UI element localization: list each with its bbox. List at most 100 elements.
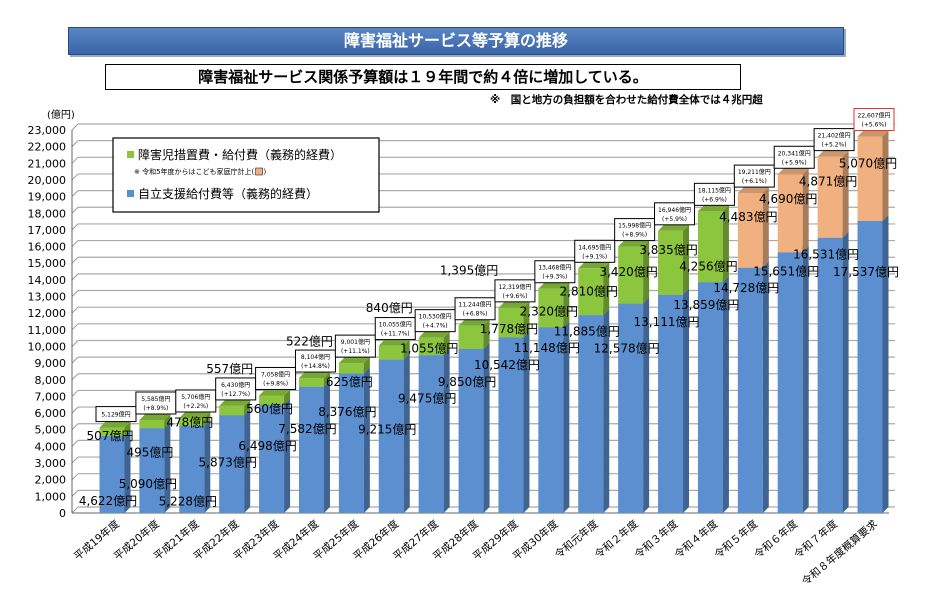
legend-swatch-orange — [255, 167, 263, 176]
top-value-label: 840億円 — [366, 301, 413, 315]
top-value-label: 1,778億円 — [480, 322, 538, 336]
grid-line-depth — [71, 340, 79, 347]
blue-value-label: 9,215億円 — [358, 422, 416, 436]
total-label: 5,706億円 — [181, 393, 210, 401]
bar-blue-side — [483, 342, 490, 513]
grid-line-depth — [71, 140, 79, 148]
bar-green-side — [403, 339, 410, 360]
total-box — [654, 202, 696, 226]
top-value-label: 495億円 — [126, 445, 173, 459]
top-value-label: 2,810億円 — [560, 285, 618, 299]
legend-swatch-green — [127, 151, 134, 158]
top-value-label: 2,320億円 — [520, 304, 578, 318]
total-label: 5,129億円 — [101, 411, 130, 419]
y-tick-label: 3,000 — [35, 457, 67, 470]
bar-green — [538, 288, 564, 328]
blue-value-label: 7,582億円 — [278, 422, 336, 436]
bar-green-side — [563, 282, 570, 328]
bar-orange-side — [882, 130, 889, 221]
legend-swatch-blue — [127, 190, 134, 197]
blue-value-label: 11,148億円 — [514, 341, 580, 355]
y-tick-label: 4,000 — [35, 440, 67, 453]
grid-line-depth — [71, 440, 79, 447]
legend-box — [112, 137, 380, 213]
bar-green-top — [378, 339, 410, 346]
bar-orange — [777, 174, 803, 253]
bar-green — [298, 378, 324, 387]
bar-green-side — [204, 411, 211, 426]
blue-value-label: 9,850億円 — [438, 375, 496, 389]
bar-green-side — [483, 319, 490, 349]
bar-blue — [817, 237, 843, 514]
total-label: 19,211億円 — [738, 168, 771, 176]
bar-orange-top — [737, 187, 769, 194]
y-tick-label: 22,000 — [28, 141, 67, 154]
bar-orange-top — [817, 150, 849, 157]
bar-green-side — [443, 331, 450, 356]
grid-line-depth — [71, 273, 79, 281]
top-value-label: 1,395億円 — [440, 264, 498, 278]
bar-green — [378, 345, 404, 360]
bar-green-side — [523, 301, 530, 338]
growth-label: (+2.2%) — [183, 403, 208, 410]
bar-blue — [418, 355, 444, 513]
blue-value-label: 6,498億円 — [238, 439, 296, 453]
bar-blue-side — [204, 419, 211, 513]
legend-note-end: ) — [264, 168, 267, 176]
bar-blue-side — [762, 261, 769, 513]
bar-blue — [458, 348, 484, 513]
bar-blue-side — [643, 297, 650, 513]
bar-blue — [99, 436, 125, 513]
bar-blue — [538, 327, 564, 513]
grid-line-depth — [71, 206, 79, 214]
bar-green-top — [697, 205, 729, 212]
top-value-label: 522億円 — [286, 335, 333, 349]
y-tick-label: 21,000 — [28, 157, 67, 170]
bar-green-top — [139, 413, 171, 420]
bar-blue — [697, 282, 723, 513]
grid-line-depth — [71, 390, 79, 397]
bar-green-side — [124, 421, 131, 437]
bar-blue — [498, 337, 524, 513]
grid-line-depth — [71, 156, 79, 164]
total-label: 13,468億円 — [538, 264, 571, 272]
bar-blue-side — [363, 367, 370, 513]
bar-blue-side — [403, 353, 410, 513]
bar-green-top — [99, 421, 131, 428]
y-tick-label: 0 — [59, 507, 66, 520]
bar-blue — [618, 303, 644, 513]
note: ※ 国と地方の負担額を合わせた給付費全体では４兆円超 — [490, 94, 763, 106]
growth-label: (+9.6%) — [502, 293, 527, 300]
bar-green — [458, 325, 484, 349]
y-tick-label: 19,000 — [28, 191, 67, 204]
grid-line-depth — [71, 356, 79, 364]
blue-value-label: 13,859億円 — [673, 298, 739, 312]
growth-label: (+5.6%) — [862, 122, 887, 129]
bar-blue — [219, 415, 245, 513]
total-box — [175, 389, 217, 413]
blue-value-label: 5,090億円 — [119, 477, 177, 491]
growth-label: (+11.1%) — [341, 348, 370, 355]
bar-green-top — [458, 319, 490, 326]
grid-line-depth — [71, 423, 79, 431]
grid-line-depth — [71, 123, 79, 131]
growth-label: (+8.9%) — [143, 405, 168, 412]
bar-orange — [737, 193, 763, 268]
bar-green-side — [164, 413, 171, 429]
total-box — [334, 334, 376, 358]
bar-green-side — [244, 399, 251, 416]
total-box — [294, 349, 336, 373]
growth-label: (+5.9%) — [782, 159, 807, 166]
top-value-label: 478億円 — [166, 416, 213, 430]
bar-blue — [857, 220, 883, 513]
blue-value-label: 15,651億円 — [753, 264, 819, 278]
total-label: 9,001億円 — [341, 338, 370, 346]
total-label: 7,058億円 — [261, 370, 290, 378]
growth-label: (+9.3%) — [542, 274, 567, 281]
top-value-label: 4,690億円 — [759, 192, 817, 206]
growth-label: (+14.8%) — [301, 363, 330, 370]
growth-label: (+11.7%) — [381, 331, 410, 338]
growth-label: (+6.1%) — [742, 178, 767, 185]
bar-green-top — [338, 357, 370, 364]
